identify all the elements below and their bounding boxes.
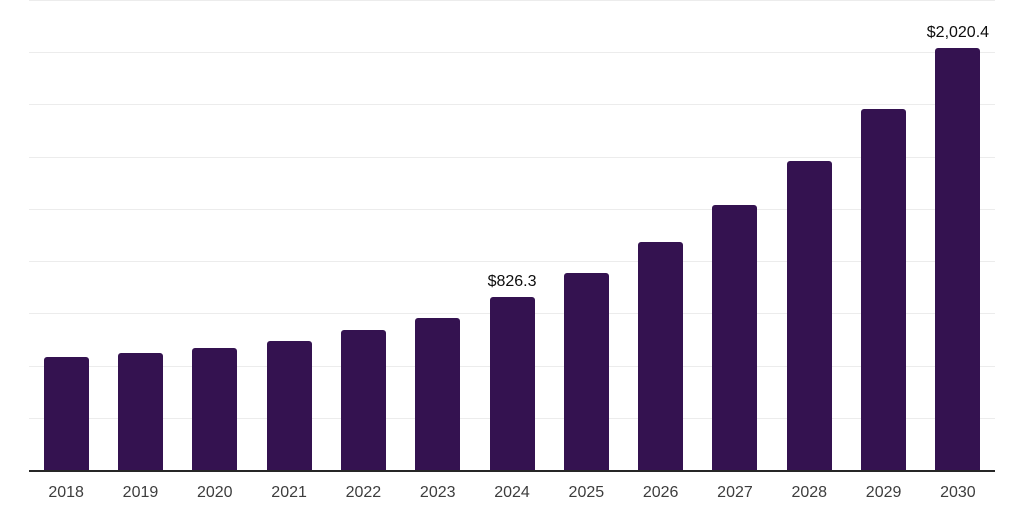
bar-column — [103, 0, 177, 470]
bar-2018 — [43, 356, 89, 470]
bar-column — [698, 0, 772, 470]
bar-column — [549, 0, 623, 470]
x-tick-label-2022: 2022 — [345, 484, 382, 501]
bar-2028 — [786, 161, 832, 470]
x-tick-label-2019: 2019 — [122, 484, 159, 501]
data-label-2024: $826.3 — [487, 273, 537, 291]
bar-2029 — [861, 109, 907, 470]
x-tick-label-2030: 2030 — [940, 484, 976, 501]
bar-2021 — [266, 340, 312, 470]
x-tick-label-2021: 2021 — [271, 484, 307, 501]
bar-column — [178, 0, 252, 470]
bar-column: $2,020.4 — [921, 0, 995, 470]
bar-column — [326, 0, 400, 470]
gridline — [29, 104, 995, 106]
bar-column — [29, 0, 103, 470]
plot-area: $826.3 $2,020.4 — [29, 0, 995, 472]
x-tick-label-2018: 2018 — [48, 484, 84, 501]
bar-2024 — [489, 297, 535, 470]
x-tick-label-2029: 2029 — [865, 484, 902, 501]
bar-column — [772, 0, 846, 470]
bar-column — [624, 0, 698, 470]
gridline — [29, 52, 995, 54]
x-tick-label-2025: 2025 — [568, 484, 605, 501]
bar-2026 — [638, 241, 684, 470]
bars-container: $826.3 $2,020.4 — [29, 0, 995, 470]
bar-2030 — [935, 47, 981, 470]
bar-column — [846, 0, 920, 470]
x-tick-label-2024: 2024 — [494, 484, 530, 501]
gridline — [29, 261, 995, 263]
gridline — [29, 156, 995, 158]
gridline — [29, 0, 995, 1]
x-tick-label-2028: 2028 — [791, 484, 828, 501]
bar-2027 — [712, 205, 758, 470]
x-tick-label-2020: 2020 — [196, 484, 233, 501]
bar-2020 — [192, 348, 238, 470]
bar-column: $826.3 — [475, 0, 549, 470]
x-tick-label-2023: 2023 — [419, 484, 456, 501]
bar-2019 — [117, 353, 163, 470]
gridline — [29, 208, 995, 210]
bar-2025 — [563, 272, 609, 470]
bar-2022 — [340, 330, 386, 470]
bar-column — [401, 0, 475, 470]
x-axis-tick-labels: 2018 2019 2020 2021 2022 2023 2024 2025 2026 2027… — [29, 483, 995, 503]
x-tick-label-2026: 2026 — [642, 484, 679, 501]
bar-2023 — [415, 318, 461, 470]
data-label-2030: $2,020.4 — [926, 23, 990, 41]
bar-column — [252, 0, 326, 470]
x-tick-label-2027: 2027 — [717, 484, 753, 501]
